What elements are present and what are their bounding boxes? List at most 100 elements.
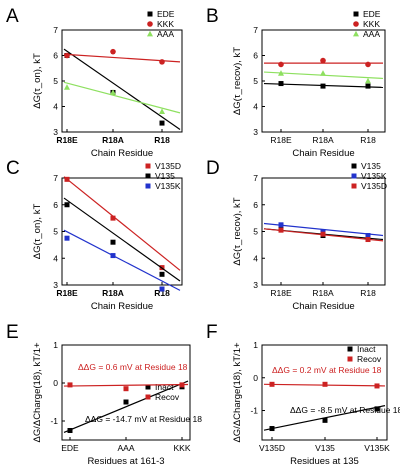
x-axis-label: Chain Residue	[292, 301, 354, 312]
fit-line	[63, 383, 189, 387]
y-axis-label: ΔG(τ_on), kT	[32, 53, 43, 109]
data-point	[320, 57, 326, 64]
legend-marker	[351, 183, 357, 189]
data-point	[64, 176, 70, 182]
panel-f: F -1 0 1 V135D V135 V135K Residues at 135 ΔG/ΔCh…	[206, 322, 400, 467]
y-tick-label: 3	[53, 280, 58, 290]
y-tick-label: 7	[253, 25, 258, 35]
x-tick-label: R18E	[270, 135, 292, 145]
legend-label: Inact	[155, 382, 174, 392]
data-point	[110, 89, 116, 95]
data-point	[278, 61, 284, 68]
data-point	[67, 428, 73, 433]
series-ede: EDE	[263, 9, 384, 89]
y-axis-label: ΔG/ΔCharge(18), kT/1+	[232, 342, 243, 443]
y-tick-label: 0	[53, 378, 58, 388]
legend-marker	[347, 346, 353, 352]
y-tick-label: 5	[253, 76, 258, 86]
y-tick-label: 6	[253, 51, 258, 61]
data-point	[110, 215, 116, 221]
y-tick-label: 4	[253, 102, 258, 112]
data-point	[110, 239, 116, 245]
data-point	[64, 52, 70, 59]
y-tick-label: 3	[253, 127, 258, 137]
plot-frame	[61, 29, 183, 133]
series-v135d: V135D	[263, 181, 387, 243]
y-axis-label: ΔG(τ_recov), kT	[232, 47, 243, 115]
data-point	[278, 222, 284, 228]
legend-label: V135K	[155, 181, 181, 191]
data-point	[320, 231, 326, 237]
series-aaa: AAA	[63, 29, 181, 114]
x-tick-label: R18E	[56, 135, 78, 145]
y-axis-label: ΔG(τ_on), kT	[32, 204, 43, 260]
series-kkk: KKK	[63, 19, 181, 65]
x-tick-label: KKK	[173, 443, 190, 453]
data-point	[365, 237, 371, 243]
x-axis-label: Chain Residue	[292, 148, 354, 159]
y-tick-label: -1	[50, 416, 58, 426]
data-point	[67, 382, 73, 388]
y-tick-label: 1	[253, 340, 258, 350]
legend-label: AAA	[157, 29, 174, 39]
y-tick-label: 1	[53, 340, 58, 350]
data-point	[365, 83, 371, 89]
data-point	[320, 70, 326, 76]
legend-label: Recov	[357, 354, 382, 364]
y-tick-label: 5	[53, 227, 58, 237]
x-axis-label: Residues at 161-3	[87, 456, 164, 467]
x-axis-label: Chain Residue	[91, 301, 153, 312]
y-tick-label: 7	[53, 173, 58, 183]
x-tick-label: R18	[360, 135, 376, 145]
y-tick-label: 5	[253, 227, 258, 237]
panel-e: E -1 0 1 EDE AAA KKK Residues at 161-3 ΔG/ΔCharg…	[6, 322, 202, 467]
data-point	[320, 83, 326, 89]
data-point	[64, 84, 70, 90]
data-point	[110, 48, 116, 55]
series-recov: Recov	[263, 354, 386, 389]
data-point	[110, 253, 116, 259]
fit-line	[63, 176, 181, 271]
series-recov: Recov	[63, 382, 189, 402]
x-tick-label: R18	[154, 135, 170, 145]
x-tick-label: V135K	[364, 443, 390, 453]
fit-line	[63, 81, 181, 114]
data-point	[123, 399, 129, 405]
legend-marker	[353, 21, 359, 27]
data-point	[269, 381, 275, 387]
legend-marker	[145, 173, 151, 179]
legend-label: V135	[155, 171, 175, 181]
data-point	[64, 235, 70, 241]
legend-marker	[351, 173, 357, 179]
x-tick-label: AAA	[117, 443, 134, 453]
legend-marker	[353, 30, 359, 37]
data-point	[322, 381, 328, 387]
panel-letter: A	[6, 6, 19, 27]
series-v135k: V135K	[263, 171, 387, 239]
data-point	[374, 406, 380, 412]
y-tick-label: -1	[250, 406, 258, 416]
y-tick-label: 4	[53, 102, 58, 112]
legend-marker	[353, 11, 359, 17]
data-point	[159, 108, 165, 114]
data-point	[278, 227, 284, 233]
legend-label: Inact	[357, 344, 376, 354]
legend-label: Recov	[155, 392, 180, 402]
data-point	[123, 386, 129, 392]
data-point	[179, 382, 185, 388]
legend-marker	[347, 356, 353, 362]
panel-letter: F	[206, 322, 218, 343]
data-point	[269, 426, 275, 432]
annotation: ΔΔG = -14.7 mV at Residue 18	[85, 414, 202, 424]
panel-letter: B	[206, 6, 219, 27]
y-tick-label: 6	[53, 200, 58, 210]
data-point	[374, 383, 380, 389]
data-point	[159, 59, 165, 65]
data-point	[365, 61, 371, 68]
x-tick-label: R18A	[102, 135, 124, 145]
y-tick-label: 7	[253, 173, 258, 183]
y-tick-label: 6	[253, 200, 258, 210]
x-tick-label: R18E	[270, 288, 292, 298]
y-tick-label: 3	[53, 127, 58, 137]
